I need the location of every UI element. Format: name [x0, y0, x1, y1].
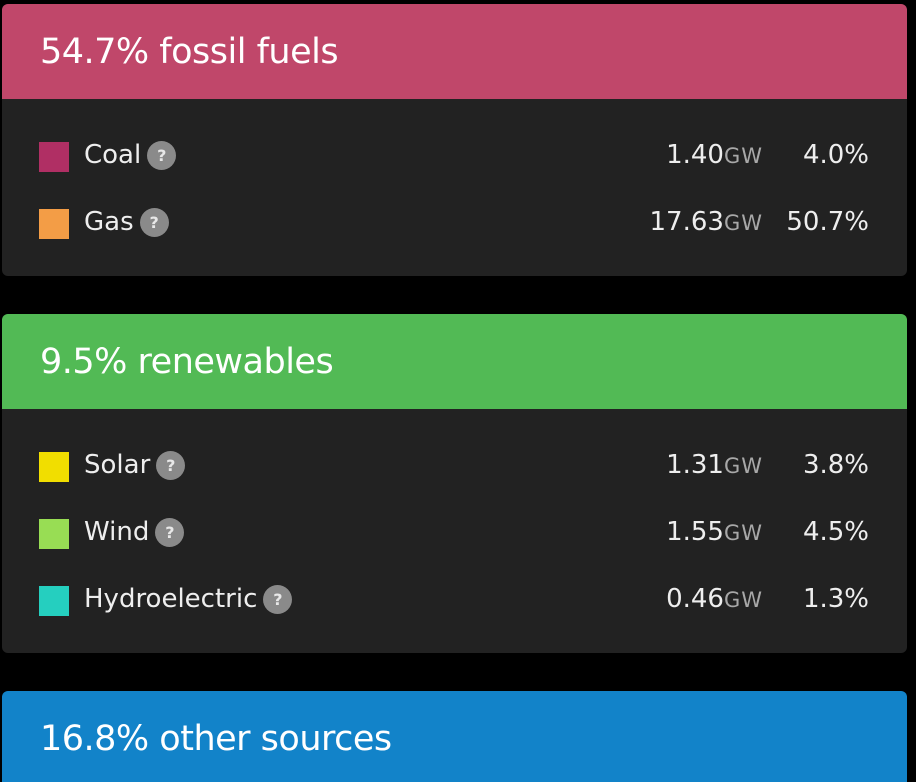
gas-power: 17.63GW — [650, 207, 763, 237]
gas-name: Gas — [84, 207, 134, 237]
gas-percent: 50.7% — [786, 207, 869, 237]
hydroelectric-power-value: 0.46 — [666, 584, 724, 614]
coal-label: Coal ? — [84, 140, 177, 170]
coal-swatch — [39, 142, 69, 172]
gas-power-unit: GW — [723, 211, 763, 235]
wind-power-unit: GW — [723, 521, 763, 545]
other-sources-panel: 16.8% other sources — [2, 691, 907, 782]
wind-label: Wind ? — [84, 517, 185, 547]
wind-name: Wind — [84, 517, 150, 547]
source-row-hydroelectric: Hydroelectric ? 0.46GW 1.3% — [2, 566, 907, 633]
hydroelectric-power-unit: GW — [723, 588, 763, 612]
wind-percent: 4.5% — [802, 517, 869, 547]
solar-label: Solar ? — [84, 450, 186, 480]
hydroelectric-help-icon[interactable]: ? — [263, 584, 293, 614]
solar-power-value: 1.31 — [666, 450, 724, 480]
gas-help-icon[interactable]: ? — [139, 207, 169, 237]
source-row-solar: Solar ? 1.31GW 3.8% — [2, 432, 907, 499]
renewables-header: 9.5% renewables — [2, 314, 907, 409]
other-sources-title: 16.8% other sources — [40, 718, 392, 759]
coal-help-icon[interactable]: ? — [147, 140, 177, 170]
wind-help-icon[interactable]: ? — [155, 517, 185, 547]
gas-swatch — [39, 209, 69, 239]
coal-power-value: 1.40 — [666, 140, 724, 170]
solar-power: 1.31GW — [666, 450, 763, 480]
renewables-list: Solar ? 1.31GW 3.8% Wind ? 1.55GW 4.5% H… — [2, 409, 907, 633]
renewables-title: 9.5% renewables — [40, 341, 334, 382]
renewables-panel: 9.5% renewables Solar ? 1.31GW 3.8% Wind… — [2, 314, 907, 653]
solar-swatch — [39, 452, 69, 482]
fossil-fuels-header: 54.7% fossil fuels — [2, 4, 907, 99]
solar-name: Solar — [84, 450, 151, 480]
coal-percent: 4.0% — [802, 140, 869, 170]
coal-power-unit: GW — [723, 144, 763, 168]
hydroelectric-label: Hydroelectric ? — [84, 584, 293, 614]
wind-swatch — [39, 519, 69, 549]
fossil-fuels-panel: 54.7% fossil fuels Coal ? 1.40GW 4.0% Ga… — [2, 4, 907, 276]
source-row-gas: Gas ? 17.63GW 50.7% — [2, 189, 907, 256]
wind-power-value: 1.55 — [666, 517, 724, 547]
solar-power-unit: GW — [723, 454, 763, 478]
solar-percent: 3.8% — [802, 450, 869, 480]
source-row-wind: Wind ? 1.55GW 4.5% — [2, 499, 907, 566]
gas-power-value: 17.63 — [649, 207, 724, 237]
hydroelectric-swatch — [39, 586, 69, 616]
fossil-fuels-title: 54.7% fossil fuels — [40, 31, 339, 72]
coal-power: 1.40GW — [666, 140, 763, 170]
solar-help-icon[interactable]: ? — [156, 450, 186, 480]
hydroelectric-percent: 1.3% — [802, 584, 869, 614]
other-sources-header: 16.8% other sources — [2, 691, 907, 782]
fossil-fuels-list: Coal ? 1.40GW 4.0% Gas ? 17.63GW 50.7% — [2, 99, 907, 256]
gas-label: Gas ? — [84, 207, 169, 237]
hydroelectric-power: 0.46GW — [666, 584, 763, 614]
hydroelectric-name: Hydroelectric — [84, 584, 258, 614]
source-row-coal: Coal ? 1.40GW 4.0% — [2, 122, 907, 189]
coal-name: Coal — [84, 140, 142, 170]
wind-power: 1.55GW — [666, 517, 763, 547]
